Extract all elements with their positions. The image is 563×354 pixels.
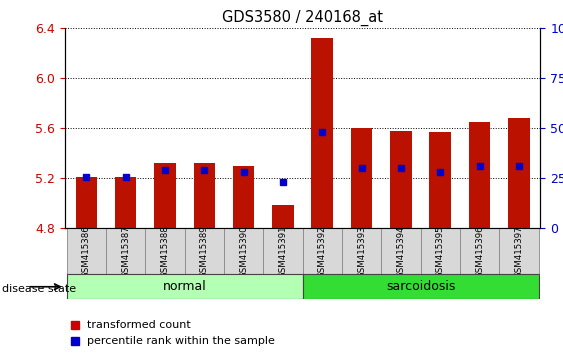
Bar	[390, 131, 412, 228]
Text: sarcoidosis: sarcoidosis	[386, 280, 455, 293]
Bar	[145, 228, 185, 274]
Bar	[508, 118, 530, 228]
Bar	[469, 122, 490, 228]
Text: GSM415388: GSM415388	[160, 225, 169, 278]
Text: GSM415387: GSM415387	[121, 225, 130, 278]
Text: GSM415393: GSM415393	[357, 225, 366, 278]
Bar	[194, 163, 215, 228]
Text: GSM415394: GSM415394	[396, 225, 405, 278]
Text: GSM415396: GSM415396	[475, 225, 484, 278]
Text: GSM415392: GSM415392	[318, 225, 327, 278]
Title: GDS3580 / 240168_at: GDS3580 / 240168_at	[222, 9, 383, 25]
Bar	[106, 228, 145, 274]
Text: GSM415389: GSM415389	[200, 225, 209, 278]
Text: GSM415395: GSM415395	[436, 225, 445, 278]
Bar	[430, 132, 451, 228]
Text: GSM415386: GSM415386	[82, 225, 91, 278]
Bar	[499, 228, 539, 274]
Text: disease state: disease state	[2, 284, 77, 294]
Bar	[342, 228, 381, 274]
Bar	[75, 177, 97, 228]
Bar	[303, 228, 342, 274]
Text: normal: normal	[163, 280, 207, 293]
Bar	[185, 228, 224, 274]
Bar	[351, 129, 372, 228]
Bar	[115, 177, 136, 228]
Text: transformed count: transformed count	[87, 320, 191, 330]
Text: GSM415390: GSM415390	[239, 225, 248, 278]
Text: percentile rank within the sample: percentile rank within the sample	[87, 336, 275, 346]
Bar	[154, 163, 176, 228]
Bar	[66, 228, 106, 274]
Bar	[224, 228, 263, 274]
Bar	[233, 166, 254, 228]
Bar	[303, 274, 539, 299]
Bar	[263, 228, 303, 274]
Bar	[460, 228, 499, 274]
Bar	[381, 228, 421, 274]
Text: GSM415391: GSM415391	[279, 225, 288, 278]
Bar	[421, 228, 460, 274]
Bar	[311, 38, 333, 228]
Bar	[272, 205, 294, 228]
Bar	[66, 274, 303, 299]
Text: GSM415397: GSM415397	[515, 225, 524, 278]
